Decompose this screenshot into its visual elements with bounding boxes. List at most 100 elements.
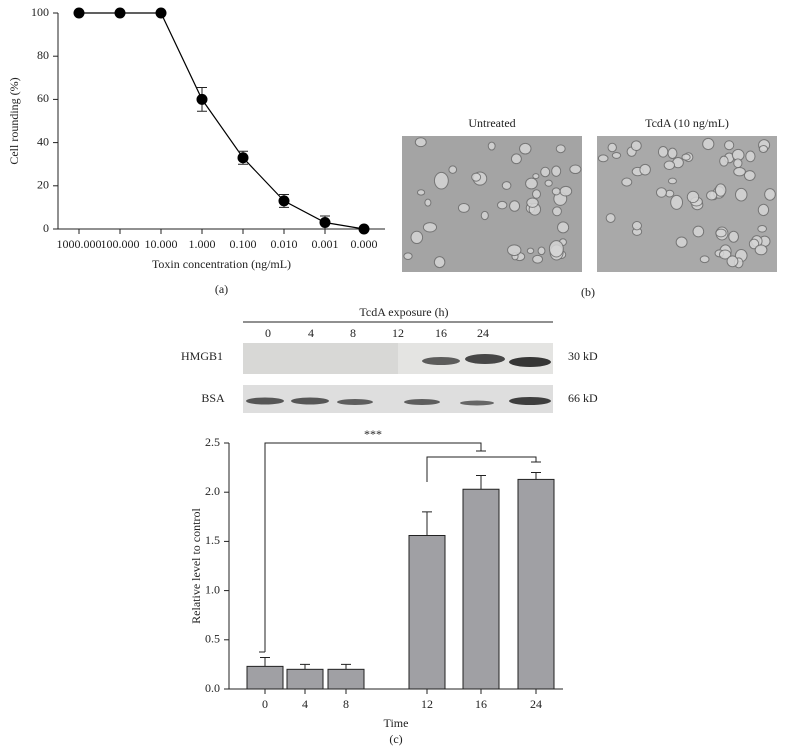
cell: [552, 206, 562, 217]
cell: [630, 140, 642, 152]
cell: [681, 153, 691, 161]
y-tick-label: 20: [37, 178, 49, 192]
cell: [757, 203, 770, 217]
y-tick-label: 2.0: [205, 484, 220, 498]
error-bar: [476, 474, 486, 490]
error-bar: [260, 657, 270, 667]
lane-label: 16: [435, 326, 447, 340]
cell: [726, 255, 739, 268]
x-tick-label: 4: [302, 697, 308, 711]
cell: [754, 244, 768, 256]
cell: [555, 144, 566, 154]
band: [460, 400, 494, 406]
cell: [525, 177, 538, 190]
cell: [657, 145, 669, 158]
cell: [519, 142, 532, 155]
chart: 0.0 0.5 1.0 1.5 2.0 2.5 0 4 8 12 16 24 Time Relative …: [189, 427, 563, 746]
x-tick-label: 10.000: [145, 237, 178, 251]
x-axis-label: Time: [384, 716, 409, 730]
y-tick-label: 0.5: [205, 632, 220, 646]
error-bar: [531, 472, 541, 480]
western-blot: TcdA exposure (h) 0 4 8 12 16 24 HMGB1 3…: [181, 305, 598, 413]
lane-label: 4: [308, 326, 314, 340]
cell: [509, 200, 521, 212]
bar: [246, 665, 284, 690]
cell: [433, 256, 446, 269]
row-label: HMGB1: [181, 349, 223, 363]
cell: [497, 200, 508, 210]
cells: [403, 137, 582, 269]
cell: [706, 190, 718, 201]
point: [358, 223, 370, 235]
cell: [699, 255, 710, 264]
cell: [532, 254, 544, 264]
cell: [457, 202, 470, 213]
cell: [532, 173, 540, 180]
cell: [501, 181, 512, 190]
cell: [448, 165, 458, 174]
band: [246, 397, 284, 405]
cell: [526, 247, 535, 255]
lane-label: 8: [350, 326, 356, 340]
y-tick-label: 0: [43, 221, 49, 235]
cell: [605, 213, 616, 223]
cell: [719, 155, 729, 167]
point: [114, 7, 126, 19]
cell: [743, 170, 756, 181]
bar: [462, 488, 500, 690]
annotation: ***: [364, 427, 382, 441]
point: [319, 217, 331, 229]
cell: [735, 187, 748, 202]
cell: [487, 141, 496, 151]
cell: [670, 194, 684, 210]
cell: [551, 187, 561, 196]
cell: [667, 177, 677, 185]
line: [79, 12, 365, 230]
x-axis-label: Toxin concentration (ng/mL): [152, 257, 291, 271]
cell: [611, 151, 622, 159]
bar: [517, 478, 555, 690]
row-size: 30 kD: [568, 349, 598, 363]
cell: [532, 189, 541, 199]
significance-bracket: [426, 456, 541, 482]
x-tick-label: 1.000: [189, 237, 216, 251]
cell: [403, 252, 413, 261]
cell: [639, 163, 651, 176]
error-bar: [422, 511, 432, 536]
y-tick-label: 1.5: [205, 533, 220, 547]
cell: [551, 165, 562, 177]
cell: [663, 160, 676, 170]
panel-label: (c): [389, 732, 402, 746]
cell: [557, 221, 570, 234]
x-tick-label: 0.100: [230, 237, 257, 251]
y-tick-label: 60: [37, 91, 49, 105]
cell: [480, 210, 489, 221]
image-panel: Untreated TcdA (10 ng/mL) (b): [402, 116, 777, 299]
x-tick-label: 24: [530, 697, 542, 711]
bar: [408, 534, 446, 690]
y-tick-label: 2.5: [205, 435, 220, 449]
cell: [702, 137, 715, 151]
y-tick-label: 100: [31, 5, 49, 19]
x-tick-label: 100.000: [101, 237, 140, 251]
blot-strip-shade: [243, 343, 398, 374]
band: [509, 397, 551, 405]
x-tick-label: 0.010: [271, 237, 298, 251]
cell: [540, 166, 551, 178]
point: [237, 152, 249, 164]
cell: [422, 222, 438, 233]
band: [422, 357, 460, 365]
row-size: 66 kD: [568, 391, 598, 405]
cell: [692, 225, 705, 238]
error-bar: [300, 663, 310, 670]
cell: [607, 142, 617, 153]
bar: [327, 668, 365, 690]
cell: [424, 198, 432, 207]
cell: [718, 249, 732, 260]
y-tick-label: 40: [37, 134, 49, 148]
cell: [433, 171, 449, 190]
cell: [733, 158, 743, 169]
cell: [655, 187, 667, 198]
x-tick-label: 0.001: [312, 237, 339, 251]
band: [291, 397, 329, 405]
